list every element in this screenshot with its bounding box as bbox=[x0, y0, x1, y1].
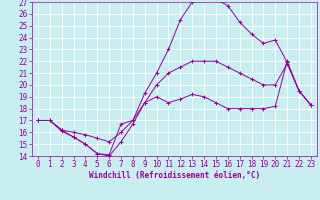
X-axis label: Windchill (Refroidissement éolien,°C): Windchill (Refroidissement éolien,°C) bbox=[89, 171, 260, 180]
